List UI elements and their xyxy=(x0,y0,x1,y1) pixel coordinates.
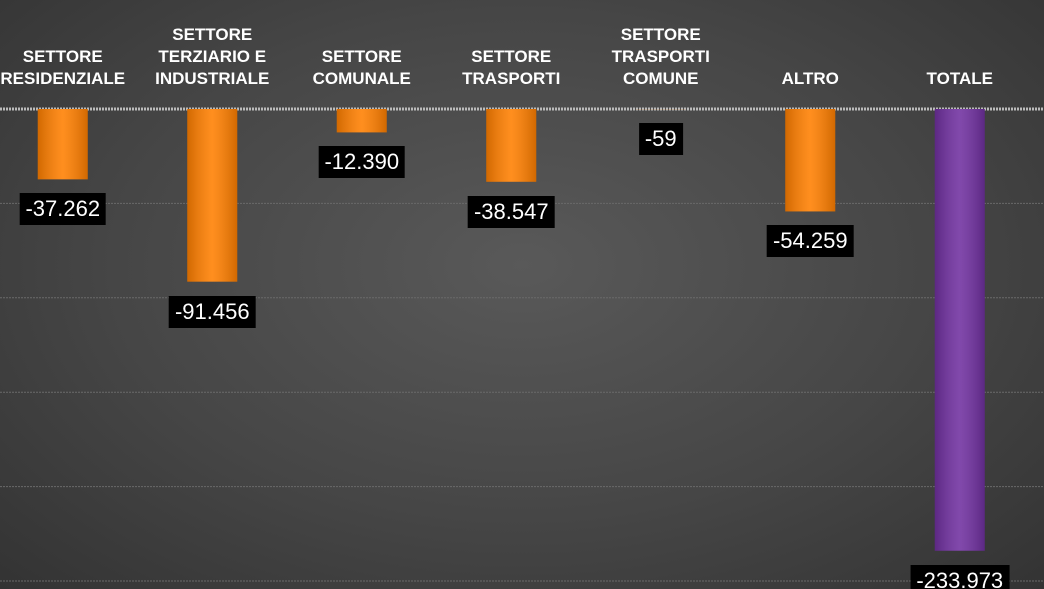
bar-shade xyxy=(785,109,836,212)
value-label: -54.259 xyxy=(766,225,854,258)
x-tick-label: SETTORE TRASPORTI xyxy=(462,47,561,88)
x-tick-label: SETTORE TERZIARIO E INDUSTRIALE xyxy=(155,25,270,88)
bar-shade xyxy=(336,109,387,133)
value-label: -12.390 xyxy=(318,146,406,179)
value-label: -91.456 xyxy=(168,295,256,328)
value-label: -37.262 xyxy=(19,193,107,226)
value-label: -38.547 xyxy=(467,195,555,228)
x-tick-label: SETTORE COMUNALE xyxy=(312,47,411,88)
value-label: -233.973 xyxy=(910,564,1010,589)
x-tick-label: SETTORE TRASPORTI COMUNE xyxy=(611,25,710,88)
x-tick-label: TOTALE xyxy=(926,69,993,88)
bar-shade xyxy=(486,109,537,182)
bar-shade xyxy=(37,109,88,180)
x-tick-label: SETTORE RESIDENZIALE xyxy=(0,47,126,88)
bar-shade xyxy=(934,109,985,551)
bar-shade xyxy=(187,109,238,282)
value-label: -59 xyxy=(638,123,683,156)
x-tick-label: ALTRO xyxy=(781,69,839,88)
